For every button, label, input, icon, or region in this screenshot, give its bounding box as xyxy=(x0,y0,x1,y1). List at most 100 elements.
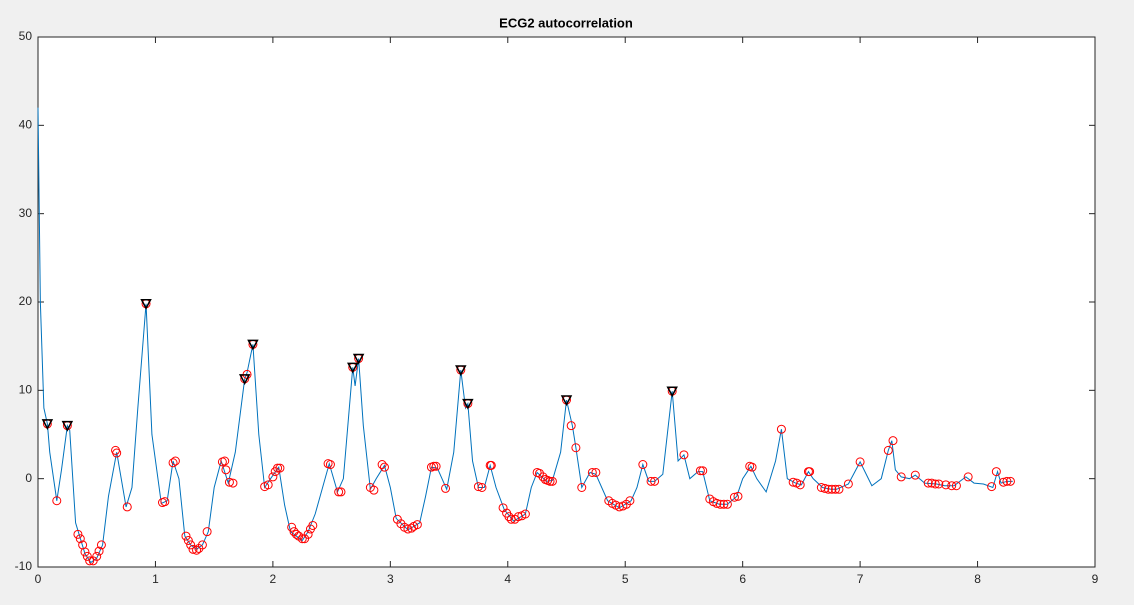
circle-marker xyxy=(823,484,833,494)
circle-marker xyxy=(431,461,441,471)
y-tick-label: 20 xyxy=(19,294,33,308)
triangle-marker xyxy=(347,362,359,374)
circle-marker xyxy=(186,540,196,550)
circle-marker xyxy=(816,483,826,492)
circle-marker xyxy=(297,534,307,544)
circle-marker xyxy=(412,520,422,530)
circle-marker xyxy=(719,499,729,509)
circle-marker xyxy=(429,461,439,471)
circle-marker xyxy=(80,547,90,557)
circle-marker xyxy=(930,479,940,489)
circle-marker xyxy=(923,478,933,488)
circle-marker xyxy=(805,467,815,477)
circle-marker xyxy=(712,498,722,508)
circle-marker xyxy=(715,499,725,509)
circle-marker xyxy=(325,460,335,470)
x-tick-label: 5 xyxy=(622,572,629,586)
circle-marker xyxy=(308,520,318,530)
circle-marker xyxy=(951,481,961,491)
circle-marker xyxy=(220,456,230,466)
circle-marker xyxy=(273,463,283,473)
circle-marker xyxy=(679,450,689,460)
circle-marker xyxy=(910,470,920,480)
circle-marker xyxy=(96,540,106,550)
circle-marker xyxy=(888,436,898,446)
circle-marker xyxy=(336,487,346,497)
circle-marker xyxy=(73,529,83,539)
y-tick-label: 40 xyxy=(19,118,33,132)
triangle-marker xyxy=(247,339,259,351)
circle-marker xyxy=(224,477,234,487)
triangle-marker xyxy=(41,419,54,431)
triangle-marker xyxy=(352,353,365,365)
x-tick-label: 6 xyxy=(739,572,746,586)
circle-marker xyxy=(403,524,413,534)
circle-marker xyxy=(998,477,1008,487)
circle-marker xyxy=(192,545,202,555)
circle-marker xyxy=(827,484,837,494)
triangle-marker xyxy=(666,386,678,398)
y-tick-label: 50 xyxy=(19,29,33,43)
circle-marker xyxy=(287,522,297,532)
circle-marker xyxy=(963,472,973,482)
circle-marker xyxy=(112,448,122,458)
circle-marker xyxy=(896,472,906,482)
circle-marker xyxy=(168,458,178,468)
x-tick-label: 4 xyxy=(504,572,511,586)
circle-marker xyxy=(334,487,344,497)
circle-marker xyxy=(747,462,757,472)
circle-marker xyxy=(650,476,660,486)
triangle-marker xyxy=(455,365,467,377)
circle-marker xyxy=(834,484,844,494)
x-tick-label: 0 xyxy=(35,572,42,586)
circle-marker xyxy=(275,463,285,473)
y-tick-label: 30 xyxy=(19,206,33,220)
circle-marker xyxy=(170,456,180,466)
circle-marker xyxy=(1002,476,1012,486)
circle-marker xyxy=(504,512,514,522)
circle-marker xyxy=(1005,476,1015,486)
circle-marker xyxy=(75,534,85,544)
circle-marker xyxy=(303,529,313,539)
circle-marker xyxy=(183,536,193,545)
circle-marker xyxy=(160,497,170,507)
circle-marker xyxy=(228,478,238,488)
circle-marker xyxy=(571,443,581,453)
triangle-marker xyxy=(462,398,474,410)
circle-marker xyxy=(947,481,957,491)
circle-marker xyxy=(441,483,451,493)
circle-marker xyxy=(122,502,132,512)
x-tick-label: 7 xyxy=(857,572,864,586)
circle-marker xyxy=(587,467,597,477)
triangle-marker xyxy=(238,374,251,385)
circle-marker xyxy=(221,465,231,475)
circle-marker xyxy=(855,457,865,467)
circle-marker xyxy=(843,479,853,489)
circle-marker xyxy=(646,476,656,486)
circle-marker xyxy=(625,496,635,506)
circle-marker xyxy=(776,424,786,434)
x-tick-label: 2 xyxy=(270,572,277,586)
circle-marker xyxy=(52,496,62,506)
circle-marker xyxy=(577,483,587,492)
y-tick-label: 0 xyxy=(25,471,32,485)
circle-marker xyxy=(85,556,95,566)
circle-marker xyxy=(263,480,273,490)
x-tick-label: 3 xyxy=(387,572,394,586)
circle-marker xyxy=(795,480,805,490)
circle-marker xyxy=(729,492,739,502)
circle-marker xyxy=(820,483,830,493)
circle-marker xyxy=(733,491,743,501)
circle-marker xyxy=(545,476,555,486)
circle-marker xyxy=(991,467,1001,477)
circle-marker xyxy=(291,529,301,539)
x-tick-label: 9 xyxy=(1092,572,1099,586)
circle-marker xyxy=(369,485,379,495)
circle-marker xyxy=(591,467,601,477)
circle-marker xyxy=(722,499,732,509)
circle-marker xyxy=(486,460,496,470)
y-tick-label: 10 xyxy=(19,383,33,397)
circle-marker xyxy=(82,551,92,561)
circle-marker xyxy=(181,531,191,541)
